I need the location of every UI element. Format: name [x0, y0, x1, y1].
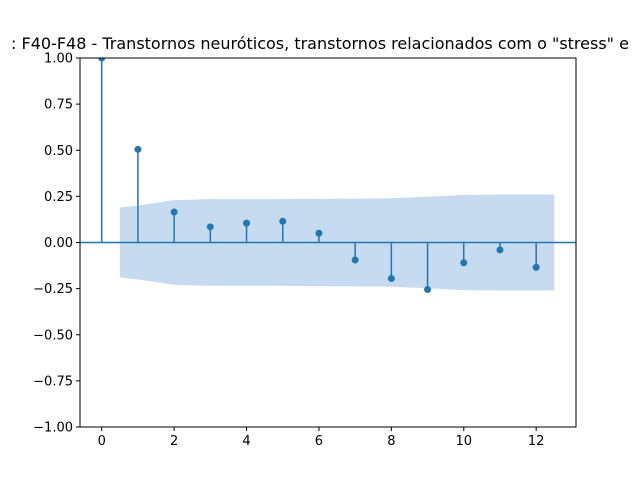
x-tick-label: 6 — [315, 434, 323, 449]
stem-marker — [206, 223, 214, 231]
x-tick-label: 12 — [528, 434, 545, 449]
stem-marker — [243, 219, 251, 227]
stem-marker — [134, 145, 142, 153]
x-tick-label: 10 — [455, 434, 472, 449]
stem-marker — [315, 229, 323, 237]
stem-marker — [460, 259, 468, 267]
y-tick-label: 0.25 — [44, 190, 73, 205]
stem-marker — [496, 246, 504, 254]
stem-marker — [98, 58, 106, 62]
stem-marker — [351, 256, 359, 264]
stem-marker — [170, 208, 178, 216]
stem-marker — [387, 274, 395, 282]
y-tick-label: −0.50 — [33, 328, 73, 343]
x-tick-label: 0 — [98, 434, 106, 449]
x-tick-label: 2 — [170, 434, 178, 449]
tick-layer: 0 2 4 6 8 10 12 −1.00 −0.75 −0.50 −0.25 0.00 0.25 0.5… — [33, 52, 544, 450]
y-tick-label: −0.75 — [33, 374, 73, 389]
stem-layer — [98, 58, 540, 294]
y-tick-label: 0.00 — [44, 236, 73, 251]
x-tick-label: 8 — [387, 434, 395, 449]
chart-title: : F40-F48 - Transtornos neuróticos, tran… — [11, 34, 629, 53]
y-tick-label: −1.00 — [33, 421, 73, 436]
stem-marker — [424, 286, 432, 294]
y-tick-label: 0.50 — [44, 144, 73, 159]
y-tick-label: 0.75 — [44, 98, 73, 113]
y-tick-label: −0.25 — [33, 282, 73, 297]
x-tick-label: 4 — [242, 434, 250, 449]
stem-marker — [532, 263, 540, 271]
y-tick-label: 1.00 — [44, 52, 73, 67]
stem-marker — [279, 217, 287, 225]
